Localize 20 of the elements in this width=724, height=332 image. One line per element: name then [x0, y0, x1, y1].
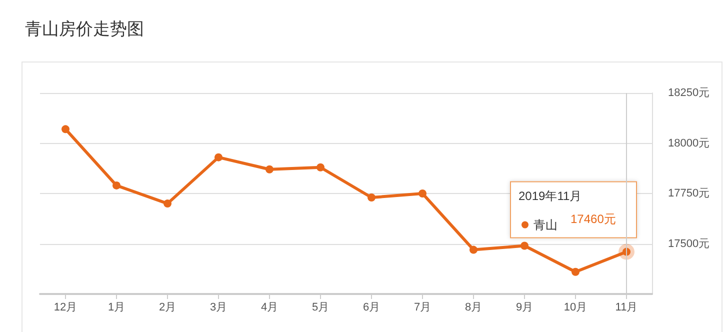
x-tick-label: 3月: [210, 302, 228, 314]
y-tick-label: 17750元: [668, 188, 710, 200]
y-tick-label: 18250元: [668, 87, 710, 99]
x-tick-label: 4月: [260, 302, 278, 314]
chart-title: 青山房价走势图: [25, 20, 144, 40]
x-tick-label: 8月: [464, 302, 482, 314]
y-tick-label: 18000元: [668, 137, 710, 150]
x-tick-label: 6月: [362, 302, 380, 314]
y-tick-label: 17500元: [668, 238, 710, 250]
x-tick-label: 5月: [312, 302, 330, 314]
x-tick-label: 1月: [108, 302, 126, 314]
x-tick-label: 10月: [564, 302, 588, 314]
data-label: 17460元: [570, 212, 616, 226]
x-tick-label: 12月: [54, 302, 78, 314]
annotation: 2019年11月: [518, 188, 582, 203]
x-tick-label: 7月: [414, 302, 432, 314]
x-tick-label: 11月: [615, 302, 638, 314]
x-tick-label: 9月: [516, 302, 534, 314]
legend-label: 青山: [534, 218, 558, 232]
x-tick-label: 2月: [158, 302, 176, 314]
